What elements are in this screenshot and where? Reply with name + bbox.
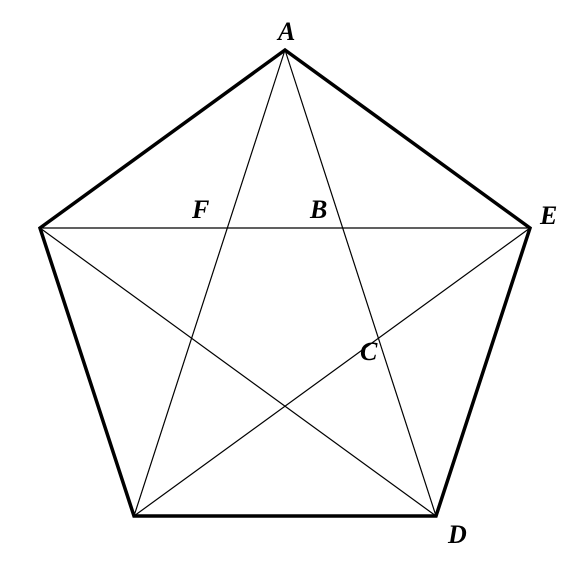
label-C: C [360,337,378,366]
label-D: D [447,520,467,549]
diagonal-top-lower_left [134,50,285,516]
pentagon-diagonals [40,50,530,516]
label-B: B [309,195,327,224]
diagonal-top-lower_right [285,50,436,516]
diagonal-lower_right-upper_left [40,228,436,516]
vertex-labels: A B C D E F [191,17,557,549]
pentagon-outline [40,50,530,516]
label-F: F [191,195,209,224]
pentagon-diagram: A B C D E F [0,0,576,576]
label-E: E [539,201,557,230]
diagonal-upper_right-lower_left [134,228,530,516]
label-A: A [276,17,295,46]
